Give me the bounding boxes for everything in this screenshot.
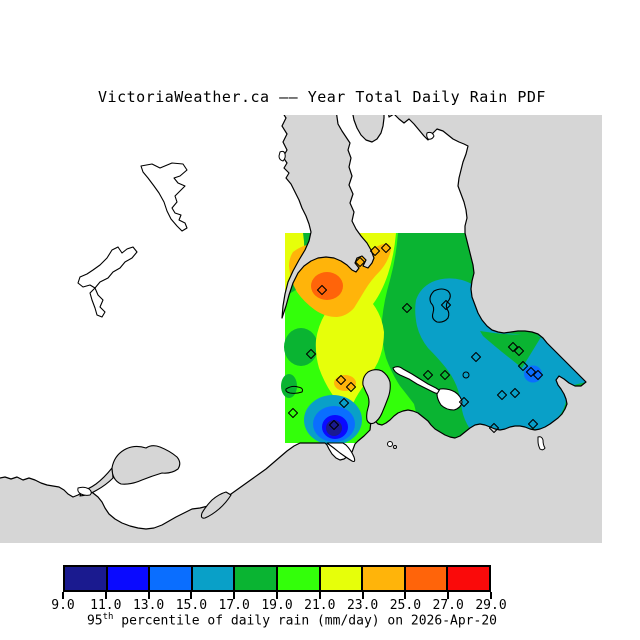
station-diamond-icon — [525, 366, 537, 378]
station-diamond-icon — [287, 407, 299, 419]
lake-shawnigan — [140, 162, 188, 232]
colorbar-cell-9 — [65, 567, 106, 590]
station-diamond-icon — [513, 345, 525, 357]
field-band-21-23 — [315, 233, 396, 414]
colorbar-tick-label: 19.0 — [261, 598, 293, 613]
colorbar-tick — [361, 592, 364, 599]
colorbar-tick-label: 27.0 — [432, 598, 464, 613]
islet-james-island — [426, 131, 435, 140]
station-diamond-icon — [509, 387, 521, 399]
islet-race-rocks-2 — [393, 445, 397, 449]
colorbar-cell-25 — [403, 567, 447, 590]
station-diamond-icon — [316, 284, 328, 296]
islet-race-rocks — [387, 441, 393, 447]
field-min-core-9 — [326, 420, 342, 436]
colorbar-tick-label: 23.0 — [346, 598, 379, 613]
station-diamond-icon — [527, 418, 539, 430]
station-diamond-icon — [440, 299, 452, 311]
colorbar-tick-label: 11.0 — [90, 598, 122, 613]
colorbar-cell-23 — [361, 567, 404, 590]
colorbar-tick — [104, 592, 107, 599]
rain-field — [281, 233, 587, 445]
sea-haro-juan-de-fuca — [0, 115, 602, 543]
station-diamond-icon — [338, 397, 350, 409]
station-diamond-icon — [532, 369, 544, 381]
colorbar-tick — [276, 592, 278, 599]
station-markers — [287, 242, 544, 434]
colorbar-tick — [318, 592, 321, 599]
field-pocket-17 — [284, 328, 318, 366]
station-diamond-icon — [496, 389, 508, 401]
colorbar-cell-11 — [105, 567, 149, 590]
colorbar-cell-17 — [233, 567, 276, 590]
colorbar-cell-15 — [190, 567, 234, 590]
caption-superscript: th — [102, 612, 114, 622]
colorbar-tick — [447, 592, 450, 599]
islet-trial-islands — [537, 436, 546, 451]
station-diamond-icon — [328, 419, 340, 431]
colorbar-tick-label: 25.0 — [389, 598, 422, 613]
esquimalt-harbour — [362, 369, 391, 425]
colorbar-tick — [62, 592, 64, 599]
station-diamond-icon — [369, 245, 381, 257]
station-diamond-icon — [507, 341, 519, 353]
station-diamond-icon — [345, 381, 357, 393]
lake-elk-beaver — [429, 288, 451, 323]
islet-malahat — [278, 150, 286, 162]
albert-head — [326, 442, 356, 463]
colorbar-caption: 95th percentile of daily rain (mm/day) o… — [86, 612, 497, 629]
station-diamond-icon — [335, 374, 347, 386]
lake-pond — [462, 371, 470, 379]
colorbar-tick-label: 15.0 — [175, 598, 208, 613]
colorbar-tick — [490, 592, 492, 599]
station-diamond-icon — [517, 360, 529, 372]
station-diamond-icon — [354, 256, 366, 268]
colorbar-tick-label: 21.0 — [304, 598, 336, 613]
colorbar-tick-label: 29.0 — [475, 598, 507, 613]
station-diamond-icon — [470, 351, 482, 363]
colorbar-tick-label: 9.0 — [51, 598, 75, 613]
sea-saanich-inlet — [281, 115, 375, 319]
station-diamond-icon — [488, 422, 500, 434]
sea-deep-cove-bay — [352, 115, 385, 143]
station-diamond-icon — [439, 369, 451, 381]
lake-langford — [285, 385, 303, 394]
station-diamond-icon — [380, 242, 392, 254]
colorbar-tick — [147, 592, 150, 599]
station-diamond-icon — [458, 396, 470, 408]
colorbar — [63, 565, 491, 592]
becher-bay — [200, 491, 232, 519]
colorbar-tick — [233, 592, 236, 599]
colorbar-cell-21 — [318, 567, 362, 590]
lake-sooke — [77, 246, 138, 318]
whiffin-spit — [77, 486, 92, 496]
victoria-harbour — [436, 388, 463, 411]
colorbar-tick — [190, 592, 193, 599]
field-max-25-27 — [311, 272, 343, 300]
field-spot-23-25 — [334, 375, 356, 391]
colorbar-cell-27 — [446, 567, 489, 590]
field-band-15-17-se — [415, 278, 586, 430]
page-title: VictoriaWeather.ca —— Year Total Daily R… — [98, 88, 546, 106]
station-diamond-icon — [422, 369, 434, 381]
colorbar-cell-13 — [148, 567, 191, 590]
field-pocket-17b — [281, 374, 297, 398]
colorbar-cell-19 — [275, 567, 319, 590]
colorbar-tick-label: 13.0 — [132, 598, 165, 613]
colorbar-tick-label: 17.0 — [218, 598, 250, 613]
station-diamond-icon — [401, 302, 413, 314]
station-diamond-icon — [305, 348, 317, 360]
colorbar-tick — [404, 592, 407, 599]
